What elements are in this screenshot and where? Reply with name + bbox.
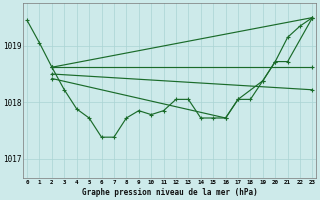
X-axis label: Graphe pression niveau de la mer (hPa): Graphe pression niveau de la mer (hPa) — [82, 188, 258, 197]
